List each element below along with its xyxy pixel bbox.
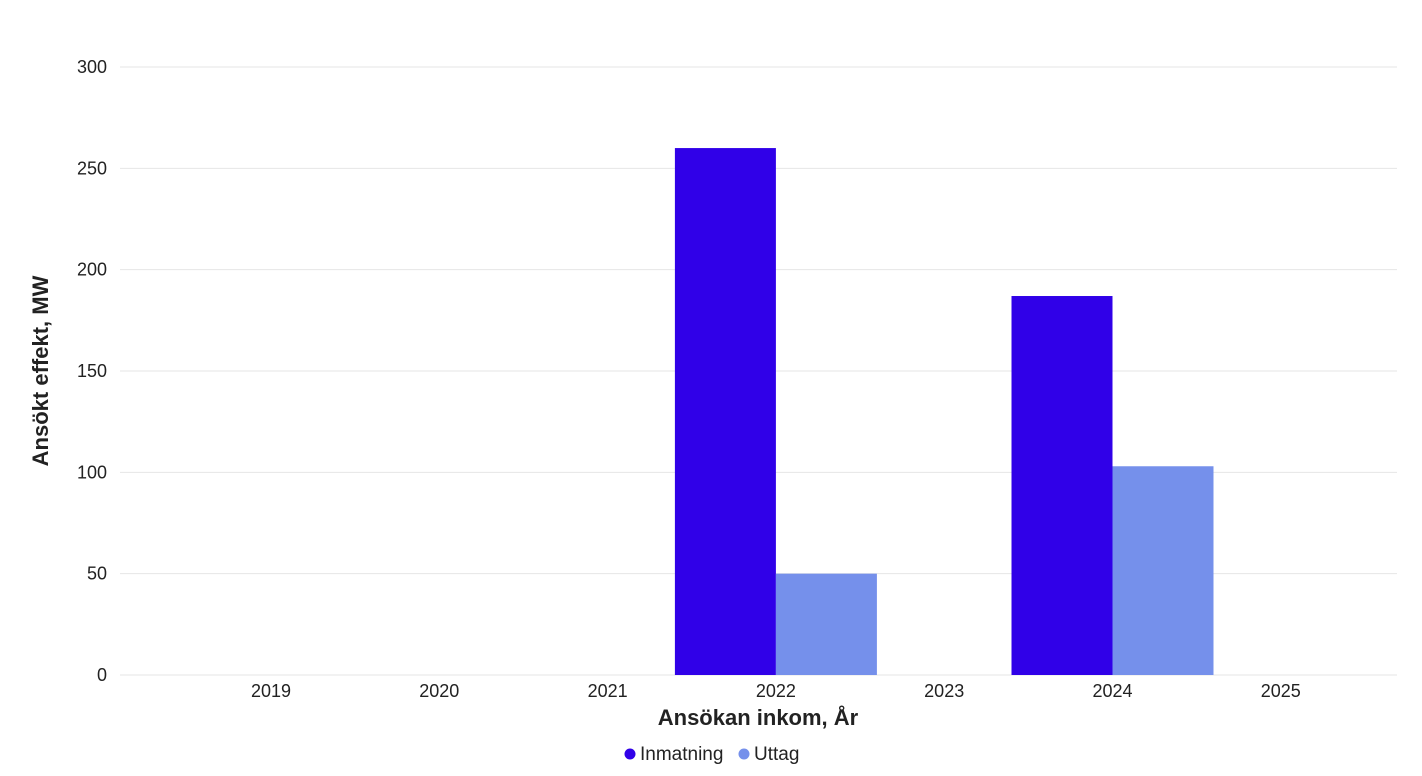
x-axis-title: Ansökan inkom, År	[658, 704, 859, 730]
bar-uttag-2024[interactable]	[1112, 466, 1214, 675]
bar-inmatning-2022[interactable]	[674, 148, 776, 676]
legend-item-uttag[interactable]: Uttag	[738, 744, 800, 765]
x-tick-label: 2020	[419, 681, 459, 701]
bar-inmatning-2024[interactable]	[1011, 296, 1113, 675]
x-tick-label: 2022	[756, 681, 796, 701]
bar-uttag-2022[interactable]	[775, 573, 877, 675]
y-tick-label: 100	[77, 462, 107, 482]
x-tick-label: 2019	[251, 681, 291, 701]
y-tick-label: 150	[77, 361, 107, 381]
legend-marker	[624, 748, 636, 760]
y-tick-label: 0	[97, 665, 107, 685]
y-axis-ticks: 0 50 100 150 200 250 300	[77, 57, 107, 685]
legend-label: Inmatning	[640, 744, 723, 765]
x-tick-label: 2021	[588, 681, 628, 701]
y-tick-label: 250	[77, 158, 107, 178]
y-tick-label: 50	[87, 564, 107, 584]
y-tick-label: 200	[77, 260, 107, 280]
legend-label: Uttag	[754, 744, 799, 765]
legend-marker	[738, 748, 750, 760]
bars	[674, 148, 1214, 676]
x-axis-ticks: 2019 2020 2021 2022 2023 2024 2025	[251, 681, 1301, 701]
legend: Inmatning Uttag	[624, 744, 800, 765]
y-tick-label: 300	[77, 57, 107, 77]
legend-item-inmatning[interactable]: Inmatning	[624, 744, 724, 765]
x-tick-label: 2023	[924, 681, 964, 701]
y-axis-title: Ansökt effekt, MW	[28, 275, 53, 466]
x-tick-label: 2024	[1092, 681, 1132, 701]
x-tick-label: 2025	[1261, 681, 1301, 701]
